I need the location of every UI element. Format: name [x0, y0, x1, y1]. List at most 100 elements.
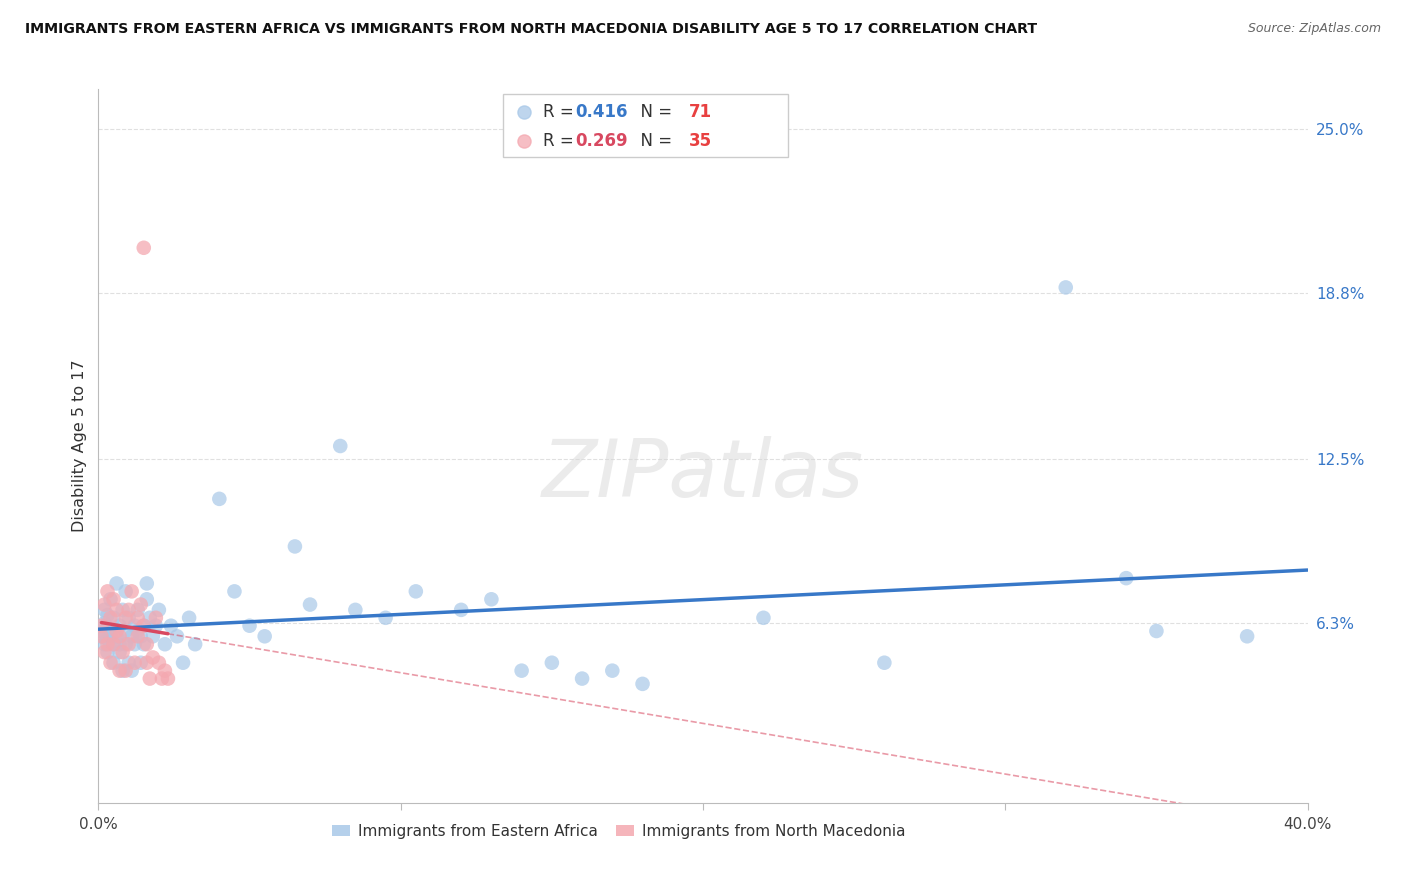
Point — [172, 656, 194, 670]
Point — [135, 576, 157, 591]
Point — [132, 637, 155, 651]
Point — [100, 629, 122, 643]
Point — [160, 618, 183, 632]
Point — [132, 618, 155, 632]
Point — [121, 629, 143, 643]
Point — [118, 656, 141, 670]
Point — [129, 656, 152, 670]
Point — [90, 618, 112, 632]
Point — [129, 598, 152, 612]
Point — [118, 611, 141, 625]
Point — [145, 618, 167, 632]
Point — [103, 656, 125, 670]
Point — [121, 664, 143, 678]
Point — [111, 645, 134, 659]
Point — [752, 611, 775, 625]
Point — [114, 637, 136, 651]
Point — [114, 611, 136, 625]
Point — [145, 611, 167, 625]
Point — [299, 598, 322, 612]
Point — [135, 656, 157, 670]
Point — [124, 656, 146, 670]
Point — [108, 618, 131, 632]
Point — [96, 637, 118, 651]
Point — [100, 611, 122, 625]
Point — [127, 611, 149, 625]
Y-axis label: Disability Age 5 to 17: Disability Age 5 to 17 — [72, 359, 87, 533]
Point — [224, 584, 246, 599]
Point — [135, 592, 157, 607]
Point — [139, 672, 162, 686]
Point — [135, 637, 157, 651]
Point — [571, 672, 593, 686]
Point — [129, 629, 152, 643]
Point — [481, 592, 503, 607]
Point — [114, 664, 136, 678]
Point — [103, 637, 125, 651]
Point — [93, 616, 115, 631]
Point — [108, 637, 131, 651]
Point — [108, 629, 131, 643]
Point — [142, 650, 165, 665]
Point — [96, 608, 118, 623]
Point — [208, 491, 231, 506]
Point — [284, 540, 307, 554]
Point — [105, 629, 128, 643]
Point — [148, 603, 170, 617]
Point — [150, 672, 173, 686]
Point — [111, 603, 134, 617]
Point — [118, 637, 141, 651]
Point — [105, 576, 128, 591]
Text: N =: N = — [630, 103, 678, 121]
Point — [1115, 571, 1137, 585]
Point — [103, 611, 125, 625]
Point — [540, 656, 562, 670]
Point — [1054, 280, 1077, 294]
Point — [114, 584, 136, 599]
Point — [1144, 624, 1167, 638]
Text: R =: R = — [543, 103, 579, 121]
Point — [179, 611, 201, 625]
Point — [132, 618, 155, 632]
Point — [100, 592, 122, 607]
Text: 0.416: 0.416 — [575, 103, 627, 121]
Text: IMMIGRANTS FROM EASTERN AFRICA VS IMMIGRANTS FROM NORTH MACEDONIA DISABILITY AGE: IMMIGRANTS FROM EASTERN AFRICA VS IMMIGR… — [25, 22, 1038, 37]
Point — [103, 637, 125, 651]
Point — [105, 603, 128, 617]
Point — [103, 592, 125, 607]
Point — [127, 624, 149, 638]
Point — [148, 656, 170, 670]
Point — [96, 584, 118, 599]
Point — [93, 603, 115, 617]
Point — [631, 677, 654, 691]
Point — [239, 618, 262, 632]
Point — [90, 629, 112, 643]
Point — [374, 611, 396, 625]
Point — [105, 624, 128, 638]
Point — [1236, 629, 1258, 643]
Point — [184, 637, 207, 651]
Point — [93, 598, 115, 612]
Point — [344, 603, 367, 617]
Point — [100, 624, 122, 638]
Point — [93, 645, 115, 659]
Point — [111, 664, 134, 678]
Point — [96, 632, 118, 646]
Point — [124, 618, 146, 632]
Point — [96, 645, 118, 659]
Point — [253, 629, 276, 643]
Point — [127, 629, 149, 643]
Point — [90, 629, 112, 643]
Point — [114, 624, 136, 638]
Text: ZIPatlas: ZIPatlas — [541, 435, 865, 514]
Point — [90, 624, 112, 638]
Point — [405, 584, 427, 599]
Point — [510, 664, 533, 678]
Point — [132, 241, 155, 255]
Point — [153, 637, 176, 651]
Text: 0.269: 0.269 — [575, 132, 627, 150]
Point — [450, 603, 472, 617]
Point — [108, 664, 131, 678]
Text: Source: ZipAtlas.com: Source: ZipAtlas.com — [1247, 22, 1381, 36]
Point — [139, 611, 162, 625]
